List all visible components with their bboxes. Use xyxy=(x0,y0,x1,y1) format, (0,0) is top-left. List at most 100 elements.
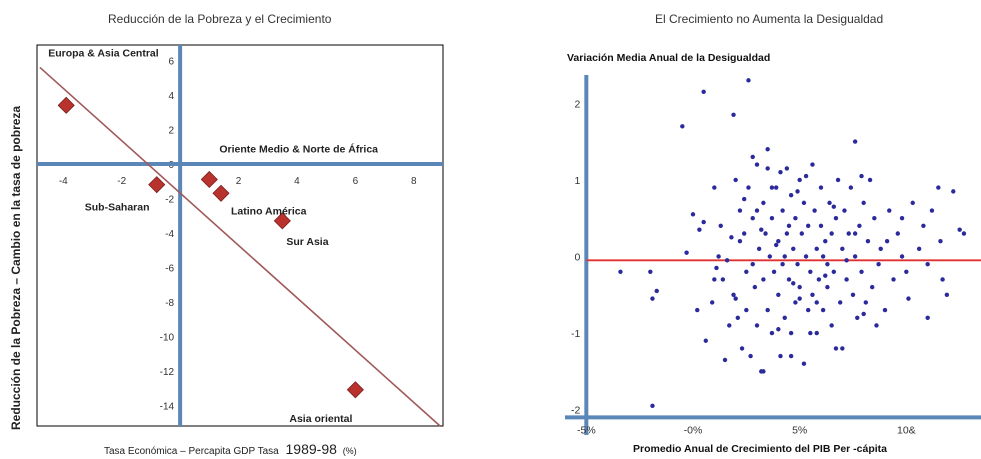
right-data-point xyxy=(797,284,802,290)
right-data-point xyxy=(769,215,775,221)
right-data-point xyxy=(780,261,785,267)
right-data-point xyxy=(746,78,751,83)
right-data-point xyxy=(618,269,623,275)
left-point-label: Europa & Asia Central xyxy=(48,47,159,59)
right-data-point xyxy=(788,193,794,198)
left-y-tick-label: 4 xyxy=(169,91,175,102)
right-data-point xyxy=(940,277,945,282)
left-x-label-years: 1989-98 xyxy=(286,441,338,457)
right-data-point xyxy=(703,338,708,343)
right-data-point xyxy=(735,315,740,320)
right-data-point xyxy=(731,112,736,117)
right-data-point xyxy=(829,231,834,236)
left-labels: Europa & Asia Central Sub-Saharan Oriente … xyxy=(48,47,378,424)
right-data-point xyxy=(761,200,766,206)
left-y-tick-label: -14 xyxy=(160,401,175,412)
left-point-label: Sub-Saharan xyxy=(85,202,150,214)
right-data-point xyxy=(748,353,753,359)
left-x-label-prefix: Tasa Económica – Percapita GDP Tasa xyxy=(104,446,279,457)
left-chart: -4-224686420-2-4-6-8-10-12-14 Europa & A… xyxy=(9,44,444,457)
right-data-point xyxy=(795,261,800,267)
right-data-point xyxy=(801,200,807,206)
right-data-point xyxy=(754,323,760,328)
right-data-point xyxy=(863,300,868,305)
right-data-point xyxy=(850,292,856,297)
right-data-point xyxy=(776,292,781,297)
right-data-point xyxy=(746,185,751,190)
right-data-point xyxy=(744,307,749,313)
right-data-point xyxy=(870,284,875,290)
right-data-point xyxy=(797,296,802,301)
right-data-point xyxy=(925,315,930,320)
left-data-point xyxy=(346,381,364,399)
right-data-point xyxy=(786,277,792,282)
right-data-point xyxy=(797,177,802,183)
right-data-point xyxy=(899,215,905,221)
right-data-point xyxy=(714,265,719,271)
right-data-point xyxy=(776,327,781,332)
left-point-label: Sur Asia xyxy=(286,236,328,248)
right-y-tick-label: 0 xyxy=(574,251,580,263)
left-chart-title: Reducción de la Pobreza y el Crecimiento xyxy=(108,12,332,26)
right-data-point xyxy=(852,254,858,259)
right-data-point xyxy=(844,258,849,263)
right-data-point xyxy=(750,215,755,221)
right-data-point xyxy=(752,284,758,290)
right-data-point xyxy=(737,238,743,244)
left-y-tick-label: -10 xyxy=(160,332,175,343)
right-data-point xyxy=(874,323,879,328)
right-data-point xyxy=(891,277,896,282)
right-data-point xyxy=(812,208,817,213)
right-data-point xyxy=(910,200,915,206)
right-data-point xyxy=(737,208,743,213)
left-y-tick-label: -2 xyxy=(165,194,174,205)
right-data-point xyxy=(906,296,911,301)
right-data-point xyxy=(767,254,772,259)
right-data-point xyxy=(944,292,950,297)
right-x-tick-label: 10& xyxy=(897,424,916,436)
right-data-point xyxy=(782,254,787,259)
right-data-point xyxy=(712,277,717,282)
right-data-point xyxy=(936,185,941,190)
right-chart-title: El Crecimiento no Aumenta la Desigualdad xyxy=(655,12,884,26)
right-data-point xyxy=(838,300,843,305)
right-data-point xyxy=(833,346,839,351)
right-data-point xyxy=(895,231,900,236)
left-y-tick-label: 2 xyxy=(169,125,175,136)
right-data-point xyxy=(929,208,935,213)
right-ticks: -5% -0% 5% 10&2 1 0 -1 -2 xyxy=(571,98,916,436)
left-x-tick-label: 6 xyxy=(353,176,359,187)
right-data-point xyxy=(801,361,807,366)
right-data-point xyxy=(765,166,770,171)
right-data-point xyxy=(695,307,700,313)
right-data-point xyxy=(778,170,783,175)
right-data-point xyxy=(782,315,787,320)
right-data-point xyxy=(808,269,813,275)
right-data-point xyxy=(754,162,760,167)
right-data-point xyxy=(680,124,685,129)
right-data-point xyxy=(784,166,790,171)
right-data-point xyxy=(925,261,930,267)
right-data-point xyxy=(861,311,866,317)
left-x-tick-label: -4 xyxy=(59,176,68,187)
right-data-point xyxy=(842,208,847,213)
right-data-point xyxy=(690,212,696,217)
right-data-point xyxy=(788,353,794,359)
right-data-point xyxy=(806,307,811,313)
right-data-point xyxy=(654,288,659,294)
right-data-point xyxy=(844,277,849,282)
right-x-axis-label: Promedio Anual de Crecimiento del PIB Pe… xyxy=(633,443,887,455)
right-data-point xyxy=(831,204,836,209)
right-data-point xyxy=(816,277,822,282)
right-data-point xyxy=(806,223,811,229)
right-data-point xyxy=(887,208,892,213)
right-data-point xyxy=(710,300,715,305)
right-x-tick-label: -0% xyxy=(684,424,703,436)
right-data-point xyxy=(739,346,745,351)
right-axes xyxy=(565,75,981,435)
left-y-tick-label: -8 xyxy=(165,298,174,309)
left-trend-line xyxy=(39,66,441,427)
right-data-point xyxy=(808,330,813,336)
right-data-point xyxy=(831,269,836,275)
